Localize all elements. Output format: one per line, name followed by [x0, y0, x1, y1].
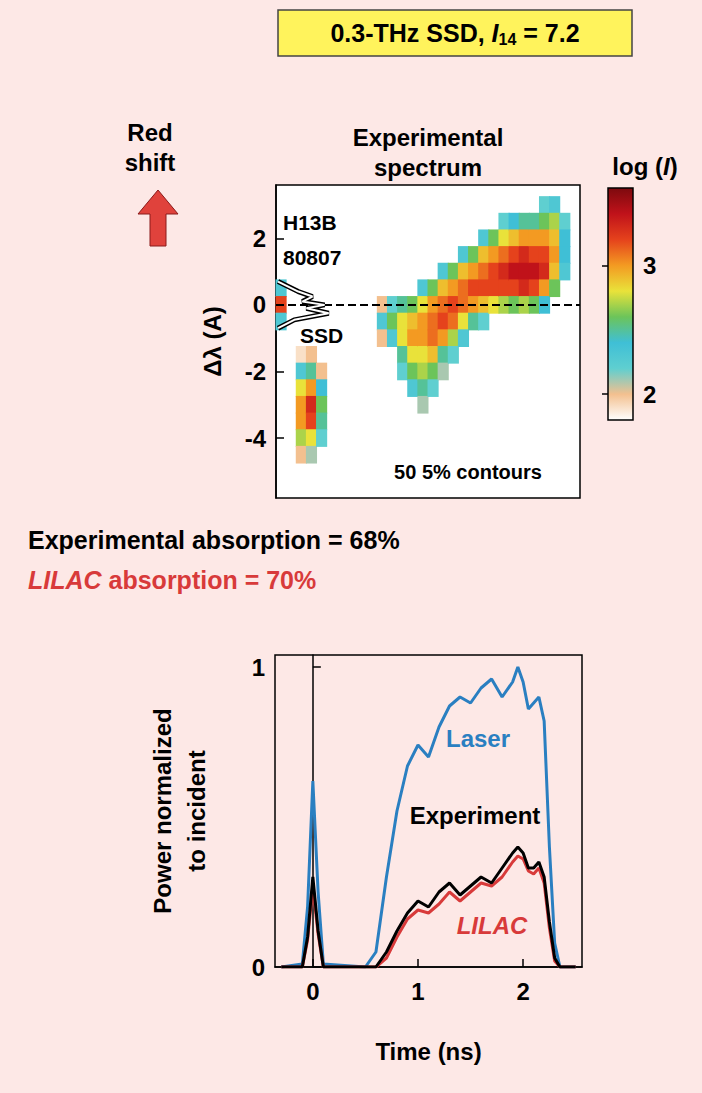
svg-text:I: I: [663, 152, 670, 180]
svg-text:SSD: SSD: [300, 324, 343, 347]
svg-text:3: 3: [643, 252, 656, 279]
svg-text:2: 2: [253, 225, 266, 252]
svg-text:Time (ns): Time (ns): [375, 1038, 481, 1065]
svg-text:Power normalized: Power normalized: [149, 708, 176, 913]
svg-text:to incident: to incident: [183, 750, 210, 871]
svg-text:absorption = 70%: absorption = 70%: [102, 566, 317, 594]
svg-text:0: 0: [252, 954, 265, 981]
svg-text:shift: shift: [125, 149, 176, 176]
svg-text:spectrum: spectrum: [374, 154, 482, 181]
svg-text:LILAC: LILAC: [28, 566, 103, 594]
svg-text:80807: 80807: [283, 246, 341, 269]
svg-text:): ): [670, 153, 678, 180]
svg-text:Laser: Laser: [446, 725, 510, 752]
svg-text:Experimental: Experimental: [353, 124, 504, 151]
svg-text:-4: -4: [245, 425, 267, 452]
svg-text:0.3-THz SSD,: 0.3-THz SSD,: [330, 19, 491, 47]
svg-text:2: 2: [516, 978, 529, 1005]
svg-text:50 5% contours: 50 5% contours: [394, 461, 542, 483]
svg-text:I: I: [491, 19, 499, 47]
svg-text:Δλ (A): Δλ (A): [199, 306, 226, 377]
svg-text:1: 1: [252, 654, 265, 681]
svg-text:Experimental absorption = 68%: Experimental absorption = 68%: [28, 526, 400, 554]
svg-text:Experiment: Experiment: [410, 802, 541, 829]
svg-text:14: 14: [499, 31, 517, 48]
svg-text:Red: Red: [127, 119, 172, 146]
svg-text:1: 1: [411, 978, 424, 1005]
svg-text:log (: log (: [612, 153, 663, 180]
svg-text:= 7.2: = 7.2: [516, 19, 579, 47]
svg-text:-2: -2: [245, 358, 266, 385]
svg-text:LILAC: LILAC: [457, 912, 528, 939]
svg-text:2: 2: [643, 381, 656, 408]
svg-text:0: 0: [306, 978, 319, 1005]
svg-text:H13B: H13B: [283, 211, 337, 234]
svg-text:0: 0: [253, 291, 266, 318]
